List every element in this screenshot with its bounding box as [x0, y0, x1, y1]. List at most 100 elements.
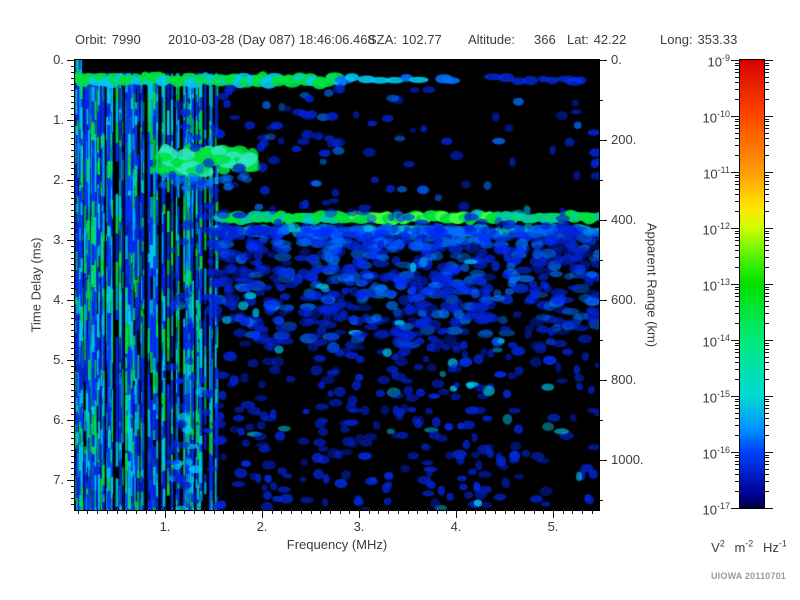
x-minor-tick [262, 510, 263, 514]
cb-left-minor-tick [735, 401, 740, 403]
y-left-minor-tick [71, 252, 75, 253]
cb-left-minor-tick [735, 418, 740, 420]
y-left-minor-tick [71, 474, 75, 475]
cb-left-minor-tick [735, 369, 740, 371]
cb-left-major-tick [731, 172, 740, 173]
cb-right-minor-tick [764, 468, 769, 470]
cb-left-minor-tick [735, 404, 740, 406]
cb-right-minor-tick [764, 188, 769, 190]
y-left-minor-tick [71, 492, 75, 493]
unit-meters: m-2 [734, 539, 754, 556]
y-right-minor-tick [599, 340, 603, 341]
y-left-minor-tick [71, 378, 75, 379]
cb-left-minor-tick [735, 82, 740, 84]
y-left-minor-tick [71, 114, 75, 115]
x-minor-tick [417, 510, 419, 514]
cb-left-minor-tick [735, 481, 740, 483]
cb-right-minor-tick [764, 65, 769, 67]
header-orbit: Orbit: 7990 [75, 32, 141, 47]
x-minor-tick [465, 510, 467, 514]
orbit-value: 7990 [111, 32, 141, 47]
y-left-minor-tick [71, 138, 75, 139]
cb-tick-exponent: -14 [716, 333, 730, 343]
cb-tick-label: 10-17 [702, 501, 730, 518]
cb-left-minor-tick [735, 300, 740, 302]
cb-right-major-tick [764, 340, 773, 341]
x-axis-title: Frequency (MHz) [286, 537, 388, 552]
y-left-minor-tick [71, 198, 75, 199]
y-left-minor-tick [71, 150, 75, 151]
y-left-minor-tick [71, 330, 75, 331]
long-label: Long: [660, 32, 693, 47]
x-minor-tick [77, 510, 79, 514]
x-minor-tick [562, 510, 564, 514]
cb-right-minor-tick [764, 211, 769, 213]
y-left-minor-tick [71, 120, 75, 121]
y-left-minor-tick [71, 102, 75, 103]
y-left-tick-label: 4. [53, 292, 64, 307]
cb-right-minor-tick [764, 300, 769, 302]
y-left-minor-tick [71, 240, 75, 241]
cb-right-minor-tick [764, 454, 769, 456]
x-minor-tick [514, 510, 516, 514]
x-minor-tick [174, 510, 176, 514]
cb-tick-exponent: -16 [716, 445, 730, 455]
y-right-tick-label: 600. [611, 292, 637, 307]
cb-left-minor-tick [735, 65, 740, 67]
x-minor-tick [213, 510, 215, 514]
y-left-minor-tick [71, 90, 75, 91]
cb-tick-label: 10-14 [702, 333, 730, 350]
cb-left-minor-tick [735, 296, 740, 298]
cb-left-minor-tick [735, 68, 740, 70]
x-minor-tick [339, 510, 341, 514]
cb-left-minor-tick [735, 306, 740, 308]
header-sza: SZA: 102.77 [368, 32, 442, 47]
cb-right-minor-tick [764, 138, 769, 140]
cb-left-major-tick [731, 452, 740, 453]
cb-right-minor-tick [764, 128, 769, 130]
y-left-minor-tick [71, 456, 75, 457]
y-left-minor-tick [71, 162, 75, 163]
cb-left-minor-tick [735, 124, 740, 126]
header-datetime: 2010-03-28 (Day 087) 18:46:06.468 [168, 32, 375, 47]
cb-left-minor-tick [735, 118, 740, 120]
y-left-minor-tick [71, 426, 75, 427]
y-right-minor-tick [599, 420, 603, 421]
x-minor-tick [155, 510, 157, 514]
y-right-tick-label: 400. [611, 212, 637, 227]
y-left-tick-label: 0. [53, 52, 64, 67]
cb-right-minor-tick [764, 194, 769, 196]
cb-right-minor-tick [764, 306, 769, 308]
cb-right-minor-tick [764, 267, 769, 269]
y-left-minor-tick [71, 294, 75, 295]
cb-left-minor-tick [735, 464, 740, 466]
cb-left-minor-tick [735, 289, 740, 291]
y-right-tick-label: 0. [611, 52, 622, 67]
cb-left-minor-tick [735, 236, 740, 238]
cb-right-major-tick [764, 508, 773, 509]
cb-left-minor-tick [735, 468, 740, 470]
header-long: Long: 353.33 [660, 32, 737, 47]
x-minor-tick [378, 510, 380, 514]
y-left-minor-tick [71, 408, 75, 409]
cb-left-minor-tick [735, 177, 740, 179]
cb-left-minor-tick [735, 257, 740, 259]
x-minor-tick [194, 510, 196, 514]
x-major-tick [456, 510, 457, 518]
cb-left-minor-tick [735, 398, 740, 400]
y-left-minor-tick [71, 228, 75, 229]
x-minor-tick [475, 510, 477, 514]
colorbar [739, 59, 765, 509]
cb-left-minor-tick [735, 211, 740, 213]
cb-tick-exponent: -13 [716, 277, 730, 287]
x-minor-tick [106, 510, 108, 514]
y-left-minor-tick [71, 192, 75, 193]
y-right-major-tick [599, 140, 607, 141]
cb-right-minor-tick [764, 352, 769, 354]
cb-tick-exponent: -15 [716, 389, 730, 399]
x-minor-tick [349, 510, 351, 514]
sza-label: SZA: [368, 32, 397, 47]
cb-right-minor-tick [764, 201, 769, 203]
x-minor-tick [203, 510, 205, 514]
x-tick-label: 5. [547, 519, 559, 534]
